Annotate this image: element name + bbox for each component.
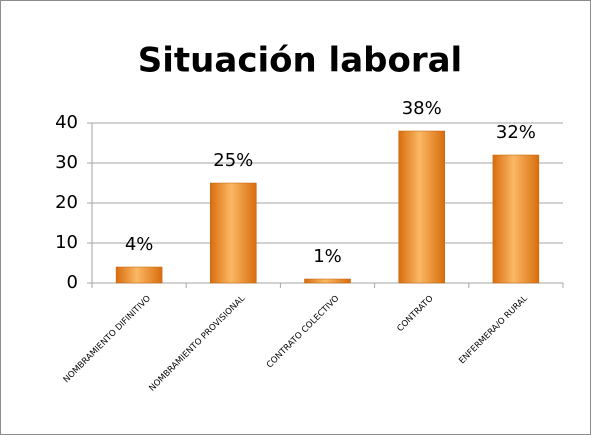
value-label: 4%: [125, 234, 154, 255]
bar: [398, 130, 445, 284]
y-tick-label: 40: [55, 112, 78, 133]
value-label: 32%: [496, 122, 536, 143]
y-tick-label: 10: [55, 232, 78, 253]
bar: [492, 154, 540, 284]
chart-title: Situación laboral: [138, 41, 462, 81]
value-label: 1%: [313, 246, 342, 267]
bar: [304, 278, 351, 284]
value-label: 38%: [402, 98, 442, 119]
bar: [115, 266, 163, 284]
bar: [210, 182, 257, 284]
value-label: 25%: [213, 150, 253, 171]
y-tick-label: 0: [67, 272, 78, 293]
y-tick-label: 30: [55, 152, 78, 173]
y-tick-label: 20: [55, 192, 78, 213]
